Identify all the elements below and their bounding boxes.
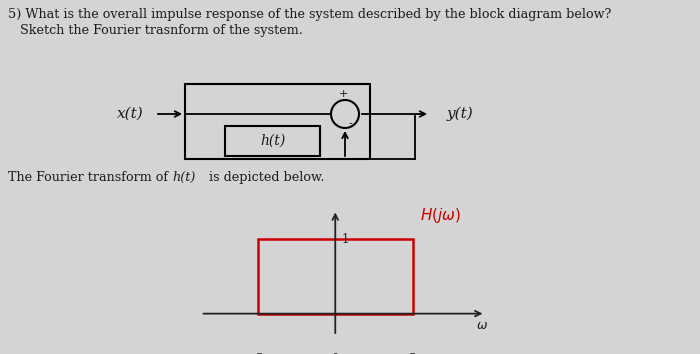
Bar: [225, 126, 320, 156]
Bar: [185, 84, 370, 159]
Text: h(t): h(t): [260, 134, 285, 148]
Text: -: -: [349, 119, 353, 129]
Text: +: +: [338, 89, 348, 99]
Text: h(t): h(t): [172, 171, 195, 184]
Text: x(t): x(t): [117, 107, 144, 121]
Text: is depicted below.: is depicted below.: [205, 171, 325, 184]
Text: The Fourier transform of: The Fourier transform of: [8, 171, 172, 184]
Bar: [258, 239, 412, 314]
Text: $\omega$: $\omega$: [476, 319, 488, 332]
Text: Sketch the Fourier trasnform of the system.: Sketch the Fourier trasnform of the syst…: [8, 24, 303, 37]
Text: 1: 1: [342, 233, 349, 246]
Text: 5) What is the overall impulse response of the system described by the block dia: 5) What is the overall impulse response …: [8, 8, 611, 21]
Text: y(t): y(t): [447, 107, 473, 121]
Text: $H(j\omega)$: $H(j\omega)$: [421, 206, 461, 225]
